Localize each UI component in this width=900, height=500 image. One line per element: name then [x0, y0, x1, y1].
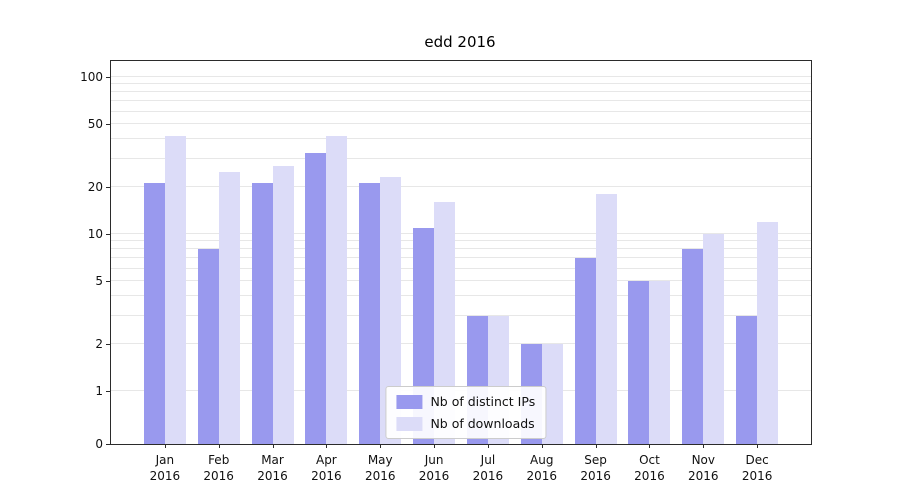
x-tick-mark	[326, 444, 328, 448]
y-tick-mark	[106, 281, 111, 283]
y-tick-label: 2	[95, 336, 103, 351]
legend-label-downloads: Nb of downloads	[430, 416, 535, 431]
gridline	[111, 240, 811, 242]
y-tick-mark	[106, 186, 111, 188]
y-tick-mark	[106, 234, 111, 235]
gridline	[111, 76, 811, 77]
bar-downloads-sep	[595, 193, 617, 444]
x-tick-mark	[649, 444, 651, 448]
gridline	[111, 295, 811, 297]
x-tick-mark	[541, 444, 543, 448]
bar-downloads-jun	[434, 201, 456, 444]
y-tick-label: 100	[80, 70, 103, 84]
gridline	[111, 248, 811, 250]
legend-entry-distinct-ips: Nb of distinct IPs	[396, 394, 535, 409]
x-tick-label: Sep 2016	[580, 453, 611, 483]
y-tick-label: 1	[95, 384, 103, 398]
bar-distinct-ips-nov	[682, 249, 704, 444]
bar-distinct-ips-jan	[143, 183, 165, 444]
y-tick-mark	[106, 343, 111, 345]
gridline	[111, 185, 811, 187]
legend-label-distinct-ips: Nb of distinct IPs	[430, 394, 536, 409]
bar-distinct-ips-dec	[736, 316, 758, 444]
gridline	[111, 100, 811, 102]
x-tick-label: Jul 2016	[472, 453, 504, 483]
x-tick-label: Oct 2016	[634, 453, 665, 483]
x-tick-mark	[487, 444, 489, 448]
gridline	[111, 233, 811, 234]
x-tick-mark	[164, 444, 166, 448]
legend-entry-downloads: Nb of downloads	[396, 416, 535, 431]
bar-downloads-nov	[703, 234, 725, 444]
bar-distinct-ips-may	[359, 183, 381, 444]
bar-distinct-ips-sep	[574, 258, 596, 444]
chart-legend: Nb of distinct IPs Nb of downloads	[385, 386, 547, 439]
x-tick-mark	[272, 444, 274, 448]
bar-downloads-apr	[326, 136, 348, 444]
y-tick-label: 5	[95, 274, 103, 289]
gridline	[111, 110, 811, 112]
gridline	[111, 158, 811, 160]
x-tick-label: Jun 2016	[418, 453, 450, 483]
bar-downloads-oct	[649, 281, 671, 444]
x-tick-label: Dec 2016	[741, 453, 773, 483]
gridline	[111, 138, 811, 140]
y-tick-mark	[106, 391, 111, 392]
gridline	[111, 91, 811, 93]
gridline	[111, 267, 811, 269]
x-tick-mark	[218, 444, 220, 448]
x-tick-mark	[703, 444, 705, 448]
x-tick-mark	[757, 444, 759, 448]
y-tick-label: 50	[87, 117, 103, 132]
bar-downloads-aug	[541, 343, 563, 444]
bar-downloads-feb	[218, 171, 240, 444]
legend-swatch-distinct-ips	[396, 394, 423, 409]
y-tick-label: 20	[87, 179, 103, 194]
gridline	[111, 83, 811, 85]
gridline	[111, 342, 811, 344]
x-tick-mark	[434, 444, 436, 448]
bar-downloads-may	[380, 177, 402, 444]
gridline	[111, 280, 811, 282]
x-tick-label: Aug 2016	[526, 453, 558, 483]
gridline	[111, 123, 811, 125]
chart-title: edd 2016	[424, 33, 496, 51]
gridline	[111, 315, 811, 317]
bar-distinct-ips-mar	[251, 183, 273, 444]
bar-distinct-ips-feb	[197, 249, 219, 444]
x-tick-label: Feb 2016	[203, 453, 234, 483]
x-tick-label: Apr 2016	[311, 453, 342, 483]
bar-downloads-dec	[757, 221, 779, 444]
x-tick-mark	[595, 444, 597, 448]
y-tick-label: 0	[95, 437, 103, 451]
bar-downloads-jan	[164, 136, 186, 444]
gridline	[111, 257, 811, 259]
legend-swatch-downloads	[396, 416, 423, 431]
x-tick-label: Nov 2016	[688, 453, 719, 483]
y-tick-mark	[106, 77, 111, 78]
bar-distinct-ips-oct	[628, 281, 650, 444]
bar-downloads-mar	[272, 166, 294, 444]
bar-distinct-ips-apr	[305, 152, 327, 444]
plot-area: Nb of distinct IPs Nb of downloads 0 1 2 5 1…	[80, 60, 812, 483]
y-tick-mark	[106, 444, 111, 445]
x-tick-label: Mar 2016	[257, 453, 288, 483]
x-tick-mark	[380, 444, 382, 448]
x-tick-label: Jan 2016	[149, 453, 181, 483]
y-tick-label: 10	[87, 227, 103, 241]
y-tick-mark	[106, 124, 111, 126]
x-tick-label: May 2016	[364, 453, 396, 483]
